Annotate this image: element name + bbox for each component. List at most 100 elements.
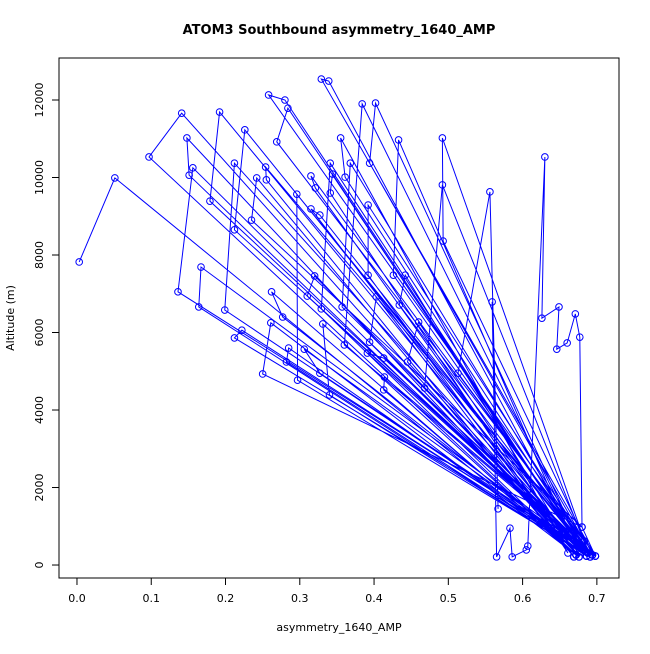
point [238, 326, 246, 334]
y-tick-label: 2000 [33, 474, 46, 502]
point [319, 320, 327, 328]
point [258, 370, 267, 378]
x-tick-label: 0.6 [514, 592, 532, 605]
point [230, 226, 239, 234]
point [358, 100, 366, 108]
point [230, 159, 239, 167]
y-tick-label: 4000 [33, 396, 46, 424]
point [363, 349, 372, 357]
point [395, 301, 404, 309]
point [326, 189, 335, 197]
point [267, 288, 276, 296]
point [541, 153, 549, 161]
point [174, 288, 182, 296]
point [571, 310, 580, 318]
point [346, 159, 355, 167]
y-tick-label: 10000 [33, 160, 46, 195]
point [311, 184, 320, 192]
point [307, 205, 315, 213]
point [338, 303, 346, 311]
point [522, 546, 531, 554]
y-tick-label: 12000 [33, 83, 46, 118]
y-tick-label: 6000 [33, 319, 46, 347]
point [284, 104, 292, 112]
point [564, 549, 572, 557]
point [563, 339, 571, 347]
point [394, 136, 403, 144]
point [281, 96, 289, 104]
point [454, 369, 462, 378]
point [389, 271, 398, 279]
point [111, 174, 119, 182]
point [262, 176, 271, 184]
x-tick-label: 0.5 [440, 592, 458, 605]
point [278, 313, 287, 321]
point [341, 173, 349, 181]
point [272, 138, 281, 146]
point [538, 314, 546, 322]
point [183, 134, 191, 142]
point [580, 537, 589, 545]
point [267, 319, 275, 327]
point [293, 376, 302, 384]
x-axis-label: asymmetry_1640_AMP [276, 621, 402, 634]
point [215, 108, 224, 116]
point [252, 174, 261, 182]
point [145, 153, 153, 161]
point [575, 333, 584, 341]
point [380, 373, 389, 381]
point [364, 201, 372, 209]
point [316, 369, 324, 378]
point [307, 172, 315, 180]
point [420, 384, 429, 392]
point [575, 541, 584, 549]
point [508, 553, 516, 561]
y-tick-label: 8000 [33, 241, 46, 269]
plot-frame [58, 57, 620, 579]
point [506, 524, 514, 533]
x-tick-label: 0.1 [142, 592, 160, 605]
point [241, 126, 249, 134]
point [326, 159, 335, 167]
point [570, 553, 578, 561]
point [293, 190, 301, 198]
point [261, 163, 270, 171]
point [336, 134, 345, 142]
point [371, 99, 380, 107]
point [284, 344, 293, 352]
point [189, 164, 197, 172]
point [230, 334, 239, 342]
point [365, 159, 374, 167]
x-tick-label: 0.3 [291, 592, 309, 605]
point [486, 188, 494, 196]
point [578, 523, 586, 531]
x-tick-label: 0.0 [68, 592, 86, 605]
point [264, 91, 273, 99]
point [439, 237, 447, 245]
point [379, 386, 388, 394]
point [372, 293, 381, 301]
point [494, 505, 502, 513]
point [586, 553, 594, 561]
point [324, 77, 333, 85]
point [247, 216, 256, 224]
point [177, 109, 186, 117]
point [365, 338, 374, 347]
x-tick-label: 0.2 [217, 592, 235, 605]
point [206, 197, 214, 205]
point [300, 345, 309, 353]
point [403, 358, 412, 366]
point [317, 305, 326, 313]
point [438, 134, 447, 142]
point [340, 341, 349, 349]
point [194, 303, 203, 311]
point [580, 545, 589, 553]
x-tick-label: 0.4 [365, 592, 383, 605]
point [310, 272, 319, 280]
point [197, 263, 205, 271]
point [325, 391, 334, 399]
point [303, 292, 312, 300]
